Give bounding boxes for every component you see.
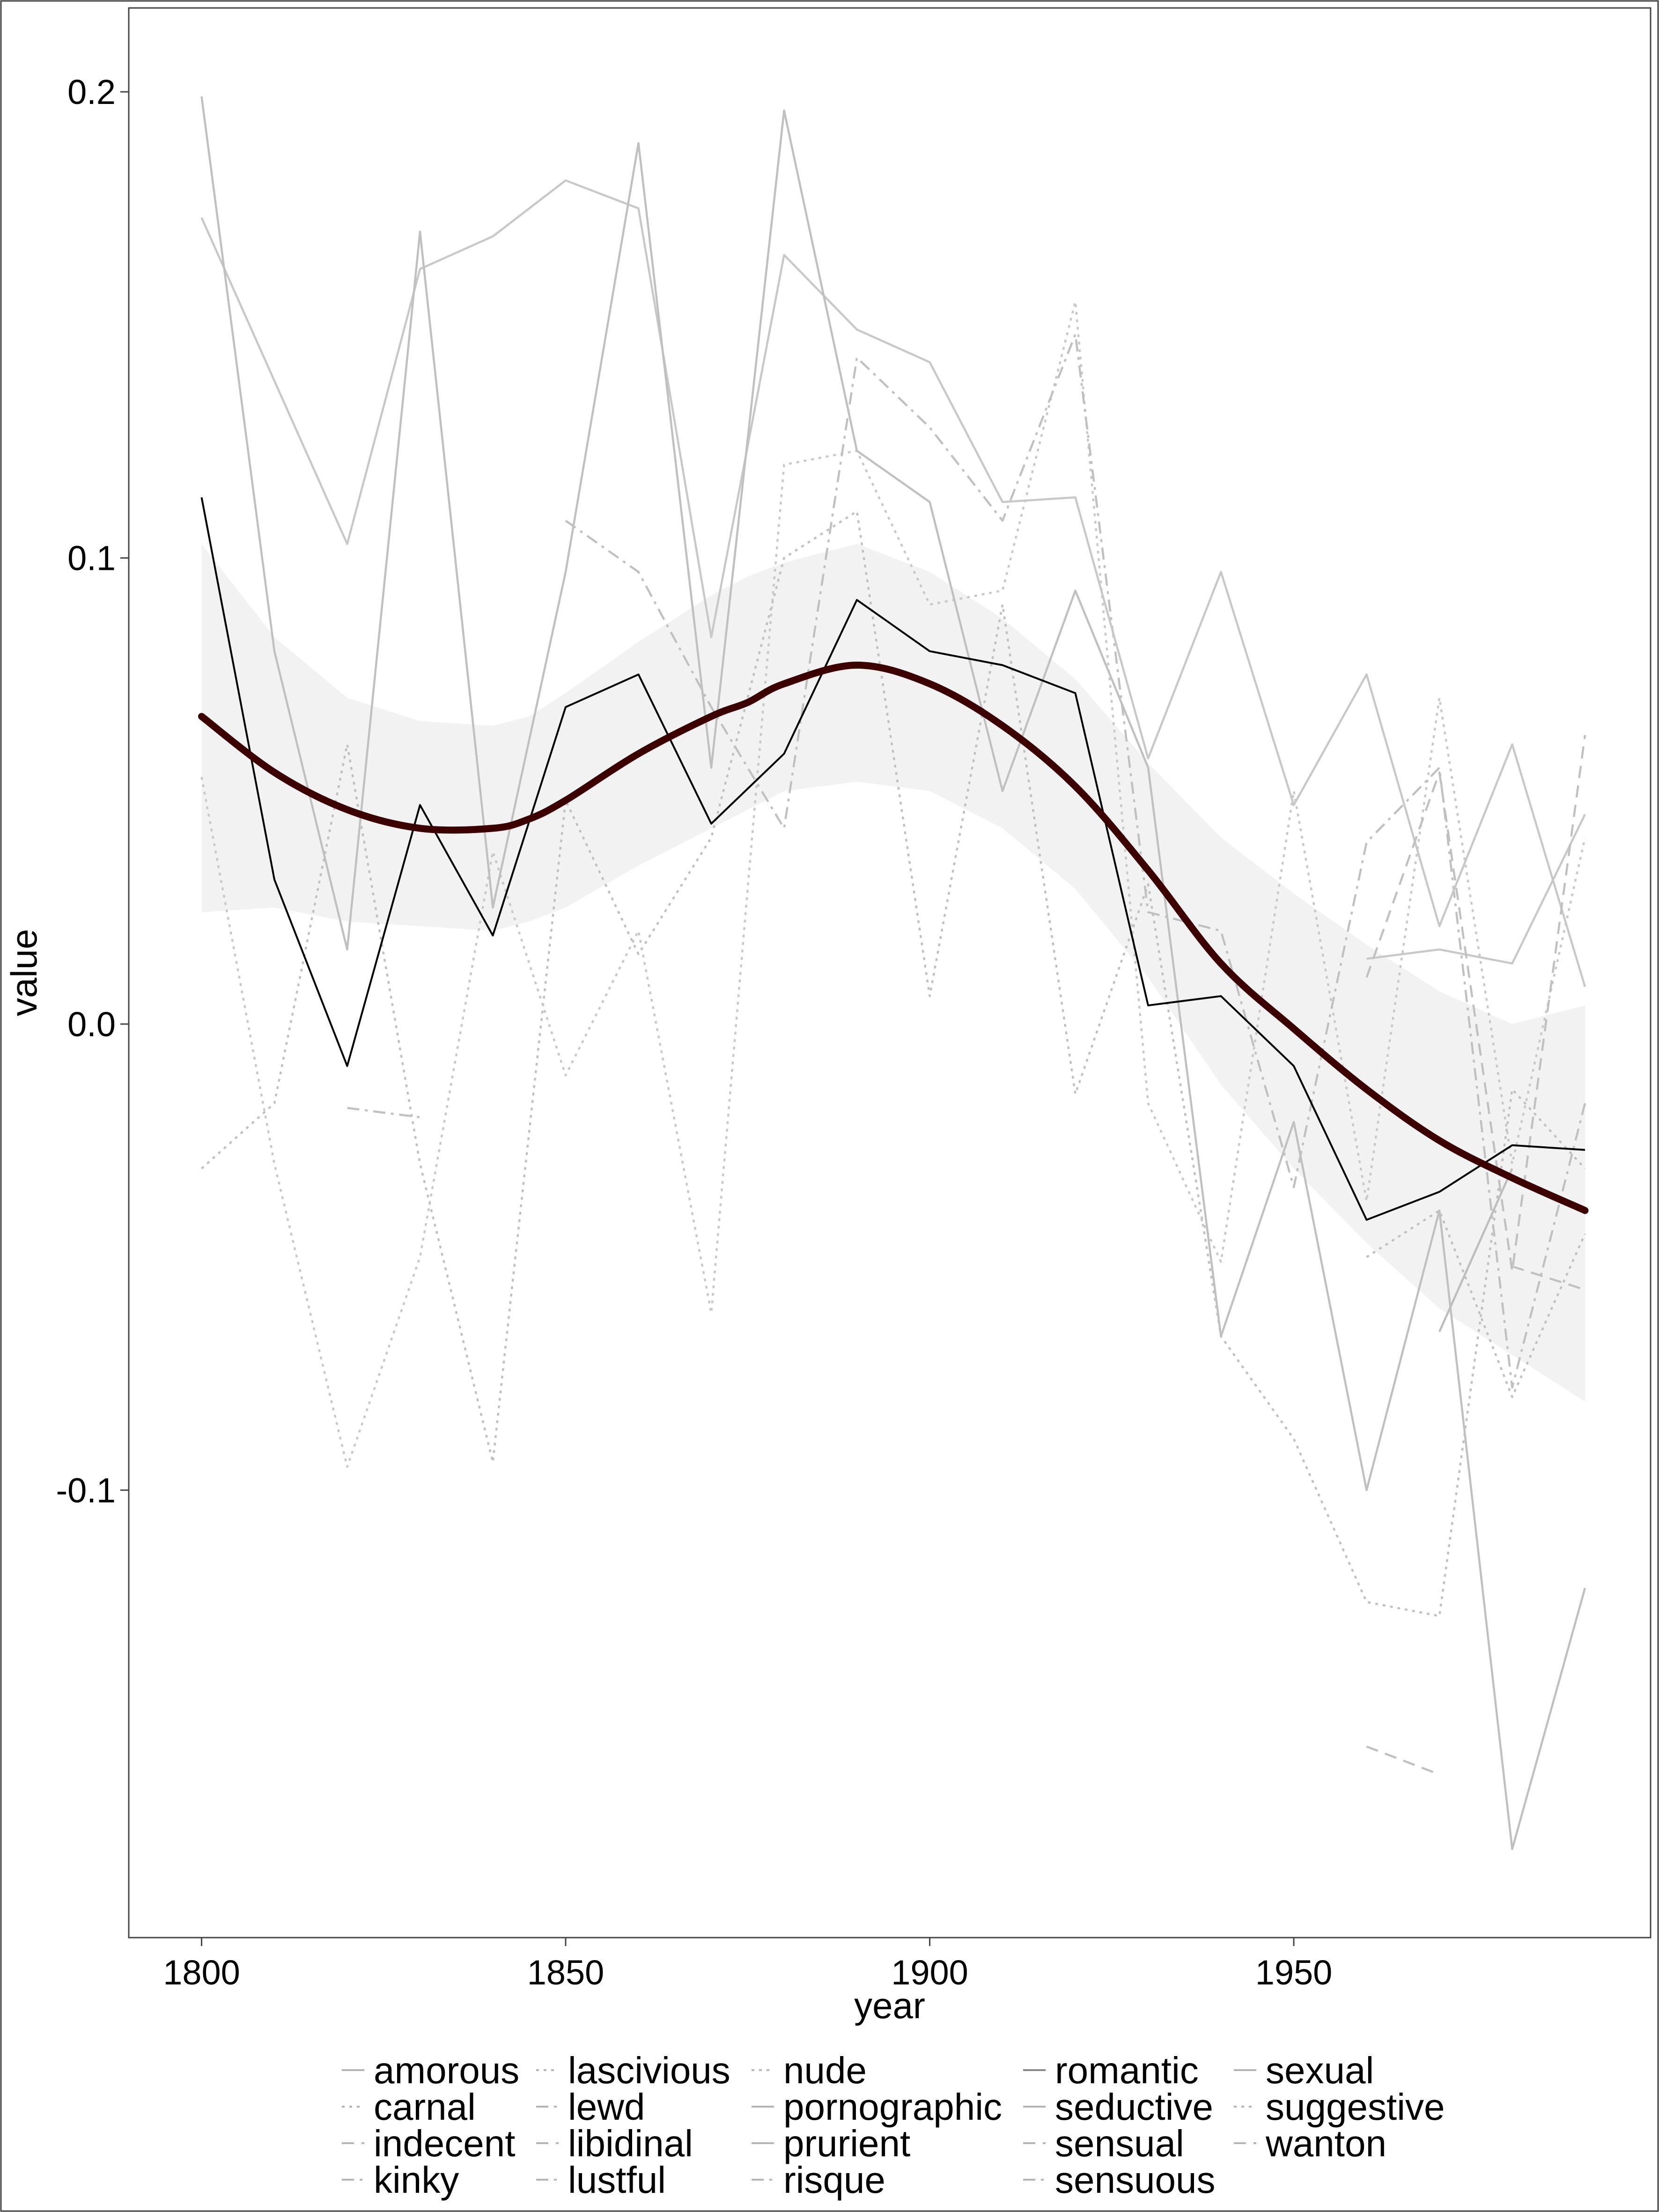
smooth-trend-line <box>198 662 1589 1214</box>
series-line-lascivious <box>200 300 1586 1468</box>
legend-label-suggestive: suggestive <box>1266 2086 1445 2128</box>
legend-label-carnal: carnal <box>374 2086 476 2128</box>
series-line-nude <box>1366 1209 1586 1398</box>
legend-label-lascivious: lascivious <box>568 2050 730 2091</box>
legend-label-libidinal: libidinal <box>568 2123 693 2164</box>
y-tick-label-1: 0.0 <box>67 1005 116 1044</box>
legend-label-seductive: seductive <box>1055 2086 1213 2128</box>
x-axis: 1800 1850 1900 1950 <box>163 1938 1332 1992</box>
legend-label-lustful: lustful <box>568 2159 666 2201</box>
legend-label-nude: nude <box>783 2050 867 2091</box>
y-tick-label-0: -0.1 <box>56 1471 116 1510</box>
y-axis-title: value <box>3 929 44 1016</box>
legend-label-prurient: prurient <box>783 2123 910 2164</box>
confidence-band <box>201 544 1585 1402</box>
series-line-amorous <box>1438 1168 1513 1332</box>
legend-label-kinky: kinky <box>374 2159 459 2201</box>
legend-label-sensuous: sensuous <box>1055 2159 1215 2201</box>
y-tick-label-2: 0.1 <box>67 539 116 578</box>
plot-panel <box>128 7 1652 1939</box>
legend-label-pornographic: pornographic <box>783 2086 1002 2128</box>
smooth-line-group <box>198 662 1589 1214</box>
x-tick-label-1850: 1850 <box>527 1953 605 1992</box>
series-line-seductive <box>1366 814 1586 965</box>
x-axis-title: year <box>854 1985 925 2026</box>
x-tick-label-1950: 1950 <box>1255 1953 1333 1992</box>
series-line-sensual <box>1365 735 1586 1272</box>
series-line-prurient <box>200 96 1586 1851</box>
x-tick-label-1900: 1900 <box>891 1953 968 1992</box>
series-line-indecent <box>1512 1265 1585 1291</box>
y-tick-label-3: 0.2 <box>67 73 116 111</box>
legend-label-romantic: romantic <box>1055 2050 1199 2091</box>
legend-label-sexual: sexual <box>1266 2050 1374 2091</box>
series-line-pornographic <box>200 179 1586 988</box>
series-lines <box>200 96 1586 1851</box>
legend-label-lewd: lewd <box>568 2086 645 2128</box>
legend-label-indecent: indecent <box>374 2123 515 2164</box>
legend-label-risque: risque <box>783 2159 885 2201</box>
smooth-confidence-band <box>201 544 1585 1402</box>
legend-label-amorous: amorous <box>374 2050 519 2091</box>
legend-label-wanton: wanton <box>1265 2123 1386 2164</box>
x-tick-label-1800: 1800 <box>163 1953 240 1992</box>
series-line-libidinal <box>1366 1745 1440 1776</box>
legend-label-sensual: sensual <box>1055 2123 1184 2164</box>
y-axis: -0.1 0.0 0.1 0.2 <box>56 73 129 1510</box>
series-line-lewd <box>565 333 1586 1389</box>
series-line-kinky <box>347 1106 420 1119</box>
